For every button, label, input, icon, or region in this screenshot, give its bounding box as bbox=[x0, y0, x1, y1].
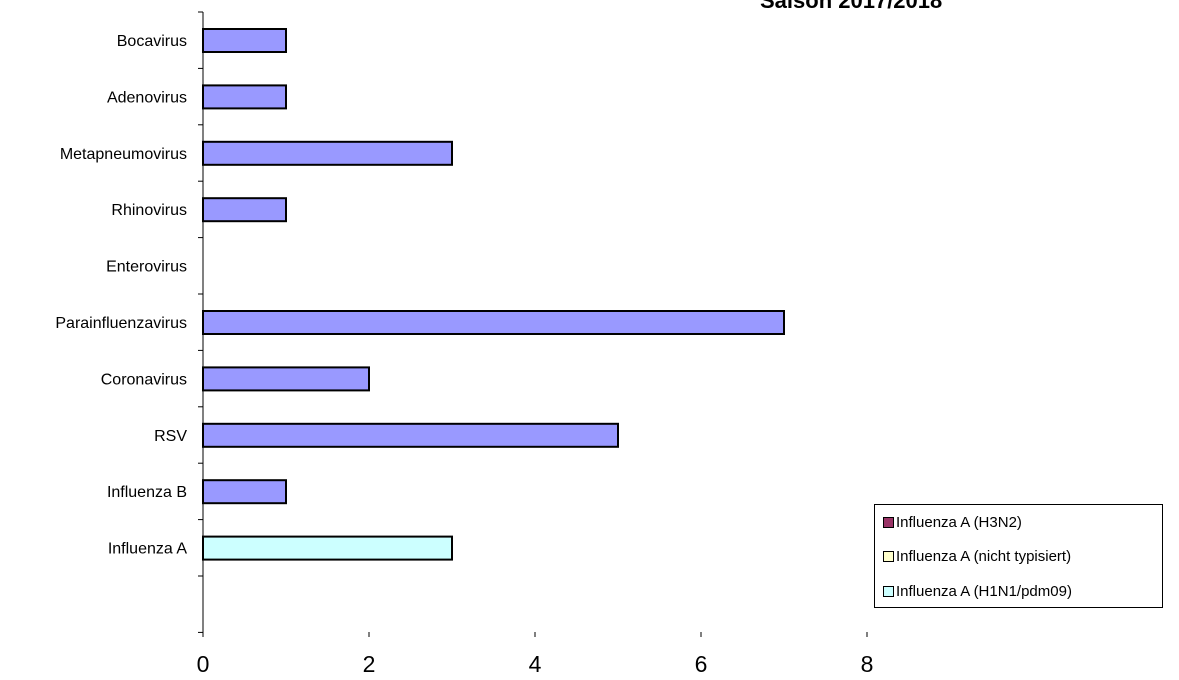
legend-label-h1n1: Influenza A (H1N1/pdm09) bbox=[896, 582, 1072, 600]
legend: Influenza A (H3N2) Influenza A (nicht ty… bbox=[874, 504, 1163, 608]
legend-item-h1n1: Influenza A (H1N1/pdm09) bbox=[883, 581, 1072, 601]
y-tick-label-coronavirus: Coronavirus bbox=[101, 371, 187, 388]
legend-label-nicht-typisiert: Influenza A (nicht typisiert) bbox=[896, 547, 1072, 565]
y-tick-label-rhinovirus: Rhinovirus bbox=[111, 202, 187, 219]
y-tick-label-bocavirus: Bocavirus bbox=[117, 33, 187, 50]
bar-metapneumovirus bbox=[202, 140, 453, 166]
bar-rsv bbox=[202, 422, 619, 448]
legend-label-h3n2: Influenza A (H3N2) bbox=[896, 513, 1022, 531]
bar-adenovirus bbox=[202, 84, 287, 110]
legend-item-nicht-typisiert: Influenza A (nicht typisiert) bbox=[883, 546, 1071, 566]
x-tick-label-6: 6 bbox=[695, 651, 708, 677]
bar-bocavirus bbox=[202, 28, 287, 53]
bar-parainfluenzavirus bbox=[202, 310, 785, 335]
legend-swatch-h3n2 bbox=[883, 516, 894, 528]
legend-swatch-nicht-typisiert bbox=[883, 550, 894, 562]
x-tick-label-4: 4 bbox=[529, 651, 542, 677]
y-tick-label-rsv: RSV bbox=[154, 428, 187, 445]
y-tick-label-enterovirus: Enterovirus bbox=[106, 259, 187, 276]
y-tick-label-influenza-a: Influenza A bbox=[108, 541, 188, 558]
bar-influenza-b bbox=[202, 479, 287, 505]
y-tick-label-adenovirus: Adenovirus bbox=[107, 89, 187, 106]
y-tick-label-parainfluenzavirus: Parainfluenzavirus bbox=[55, 315, 187, 332]
x-tick-label-0: 0 bbox=[197, 651, 210, 677]
chart-title: Saison 2017/2018 bbox=[760, 0, 943, 13]
legend-swatch-h1n1 bbox=[883, 585, 894, 597]
y-tick-label-influenza-b: Influenza B bbox=[107, 484, 187, 501]
x-tick-label-8: 8 bbox=[861, 651, 874, 677]
bar-influenza-a bbox=[202, 535, 453, 561]
x-tick-label-2: 2 bbox=[363, 651, 376, 677]
bar-rhinovirus bbox=[202, 197, 287, 223]
y-tick-label-metapneumovirus: Metapneumovirus bbox=[60, 146, 187, 163]
legend-item-h3n2: Influenza A (H3N2) bbox=[883, 512, 1022, 532]
bar-coronavirus bbox=[202, 366, 370, 392]
